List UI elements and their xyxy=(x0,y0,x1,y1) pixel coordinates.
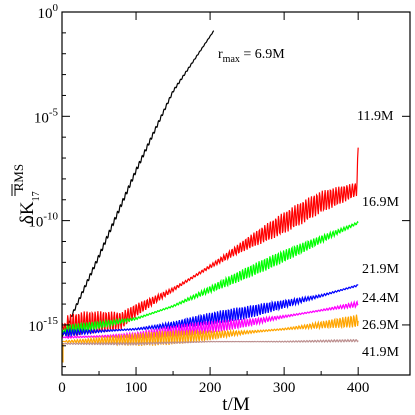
series-line-21-9M xyxy=(61,284,359,339)
series-line-24-4M xyxy=(61,300,359,341)
x-tick-label: 400 xyxy=(347,380,370,396)
x-axis-label: t/M xyxy=(222,394,250,415)
x-tick-label: 100 xyxy=(125,380,148,396)
series-label: 16.9M xyxy=(362,195,400,210)
series-line-16-9M xyxy=(61,220,359,337)
series-label: 21.9M xyxy=(362,262,400,277)
x-ticks: 0 100 200 300 400 xyxy=(58,12,369,396)
series-line-r-max-6-9M xyxy=(61,30,215,338)
x-tick-label: 200 xyxy=(199,380,222,396)
y-axis-label-superscript: RMS xyxy=(11,164,26,191)
series-labels: rmax = 6.9M 11.9M 16.9M 21.9M 24.4M 26.9M 41.9… xyxy=(218,47,400,360)
series-line-41-9M xyxy=(61,338,359,346)
x-tick-label: 300 xyxy=(273,380,296,396)
plot-lines xyxy=(61,30,359,363)
series-label: 26.9M xyxy=(362,318,400,333)
y-tick-label: 10-5 xyxy=(34,106,59,126)
y-tick-label: 10-15 xyxy=(28,315,58,335)
y-tick-label: 10-10 xyxy=(28,211,58,231)
series-label: 24.4M xyxy=(362,291,400,306)
series-label: 11.9M xyxy=(357,109,394,124)
y-axis-label-subscript: 17 xyxy=(31,191,42,201)
y-tick-label: 100 xyxy=(38,2,59,22)
plot-frame xyxy=(61,11,411,376)
x-tick-label: 0 xyxy=(58,380,66,396)
y-ticks: 100 10-5 10-10 10-15 xyxy=(28,2,410,368)
series-label: 41.9M xyxy=(362,345,400,360)
series-line-11-9M xyxy=(61,147,359,337)
y-axis-label: δK17 RMS xyxy=(11,164,42,224)
y-axis-label-base: δK xyxy=(17,201,38,224)
series-label: rmax = 6.9M xyxy=(218,47,285,65)
